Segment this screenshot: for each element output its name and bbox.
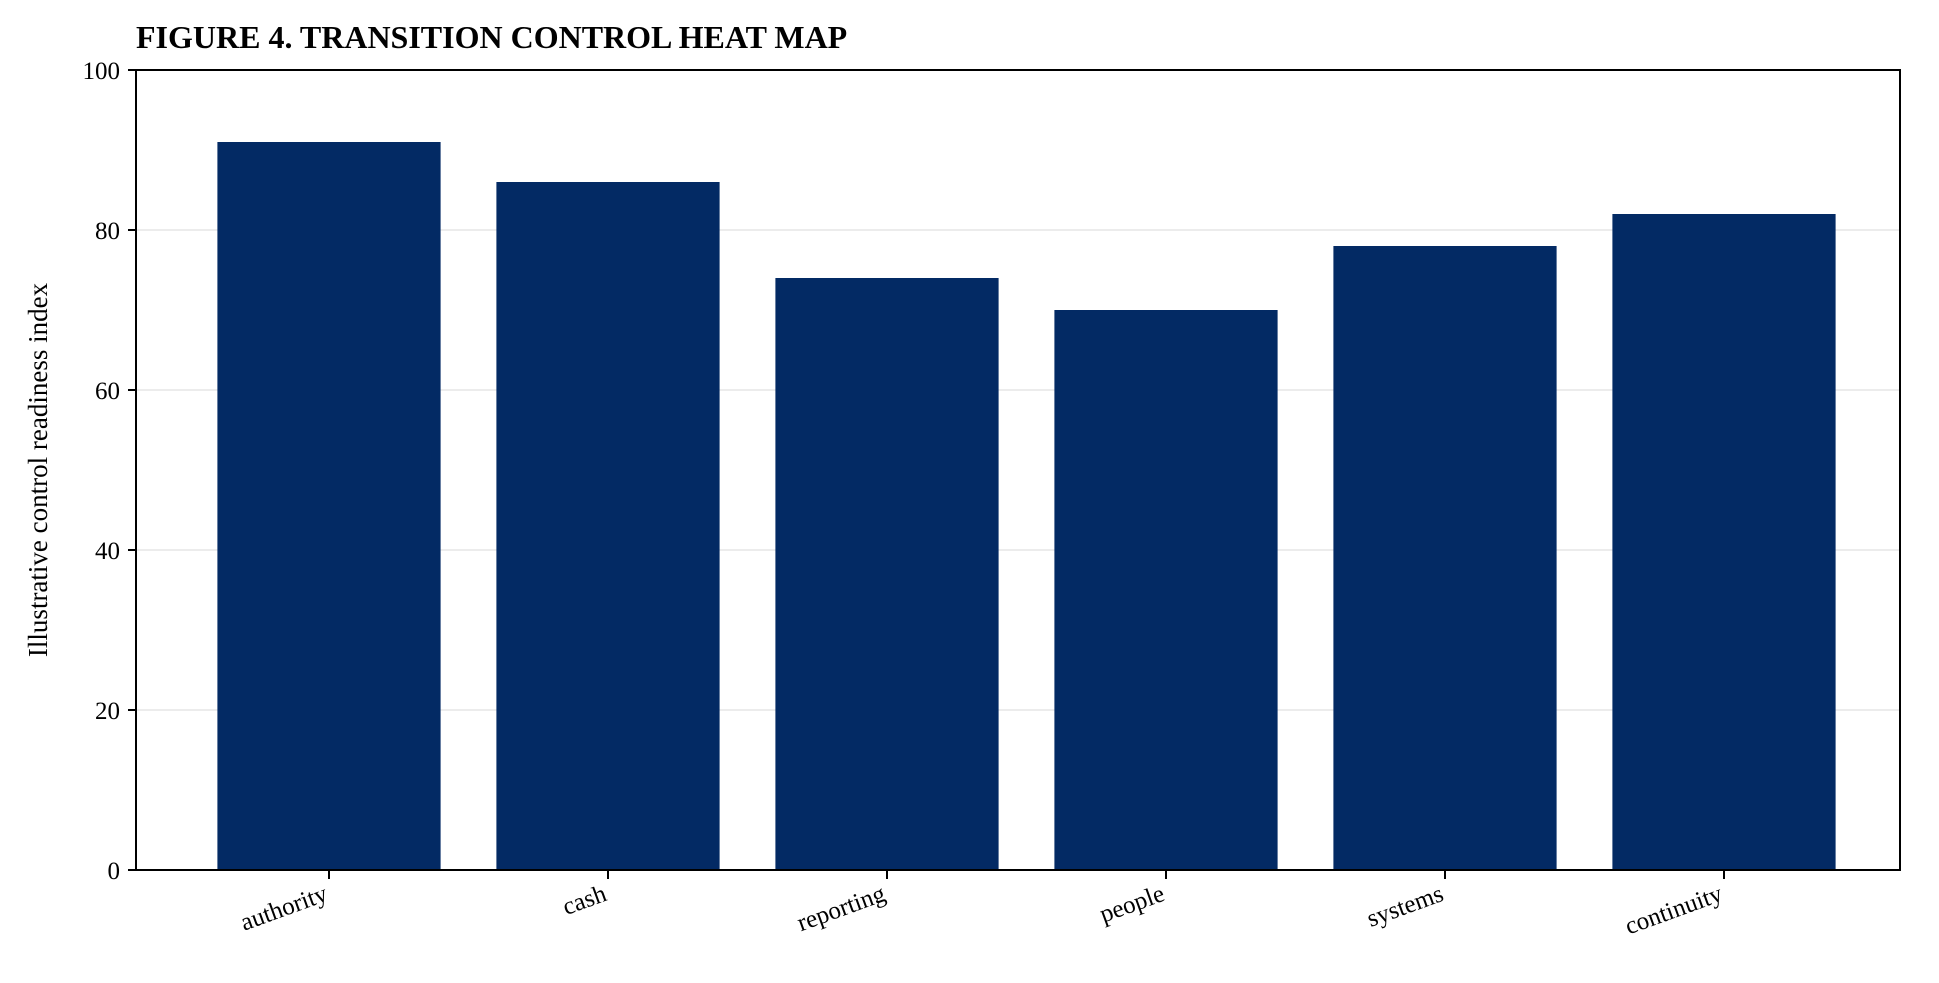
bar-reporting <box>775 278 999 870</box>
x-tick-label-reporting: reporting <box>794 880 890 937</box>
y-tick-label: 100 <box>83 58 121 85</box>
x-tick-label-systems: systems <box>1363 880 1447 932</box>
bars <box>217 142 1836 870</box>
y-tick-label: 0 <box>108 858 121 885</box>
y-tick-label: 40 <box>95 538 120 565</box>
x-tick-label-cash: cash <box>559 880 610 921</box>
y-axis-ticks: 0 20 40 60 80 100 <box>83 58 136 885</box>
bar-cash <box>496 182 720 870</box>
chart-title: FIGURE 4. TRANSITION CONTROL HEAT MAP <box>136 19 847 55</box>
y-tick-label: 80 <box>95 218 120 245</box>
y-tick-label: 20 <box>95 698 120 725</box>
bar-people <box>1054 310 1278 870</box>
bar-systems <box>1333 246 1557 870</box>
plot-frame <box>135 69 1901 871</box>
x-tick-label-continuity: continuity <box>1622 880 1727 940</box>
y-axis-label: Illustrative control readiness index <box>23 282 53 657</box>
x-tick-label-people: people <box>1096 880 1168 928</box>
bar-continuity <box>1612 214 1836 870</box>
y-tick-label: 60 <box>95 378 120 405</box>
x-tick-label-authority: authority <box>237 880 332 936</box>
x-axis-ticks: authority cash reporting people systems conti… <box>237 870 1727 940</box>
bar-authority <box>217 142 441 870</box>
